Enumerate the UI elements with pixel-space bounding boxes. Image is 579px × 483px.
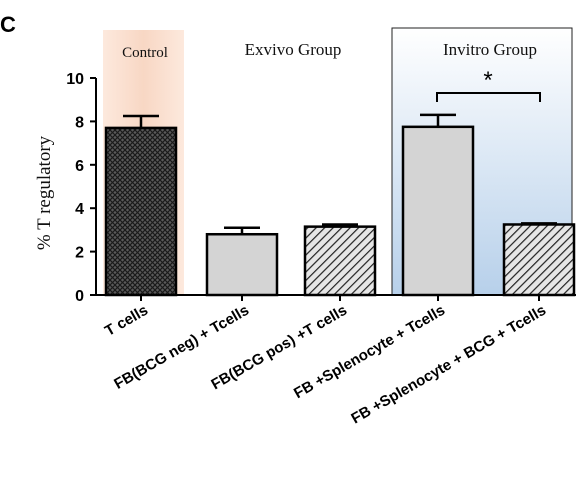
y-axis-label: % T regulatory xyxy=(34,135,55,250)
y-tick-label: 10 xyxy=(66,71,84,88)
x-tick-label: T cells xyxy=(102,302,151,340)
bar xyxy=(104,126,178,297)
group-label-invitro: Invitro Group xyxy=(443,40,537,59)
y-tick-label: 2 xyxy=(75,245,84,262)
y-tick-label: 6 xyxy=(75,158,84,175)
bar xyxy=(205,232,279,297)
group-label-control: Control xyxy=(122,45,168,61)
y-tick-label: 0 xyxy=(75,288,84,305)
panel-letter: C xyxy=(0,12,16,37)
y-tick-label: 4 xyxy=(75,201,84,218)
group-label-exvivo: Exvivo Group xyxy=(245,40,342,59)
significance-bracket xyxy=(436,92,541,102)
x-tick-label: FB +Splenocyte + BCG + Tcells xyxy=(348,302,549,428)
bar xyxy=(303,225,377,297)
bar xyxy=(401,125,475,297)
bar xyxy=(502,223,576,297)
y-tick-label: 8 xyxy=(75,114,84,131)
significance-star: * xyxy=(483,67,492,94)
